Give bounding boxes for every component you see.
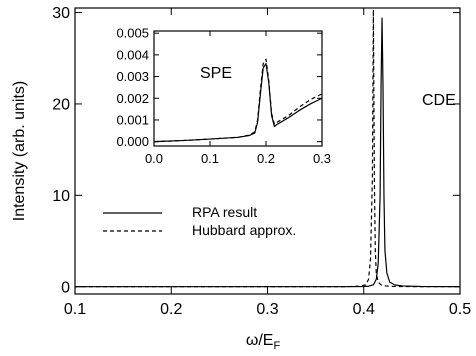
inset-x-tick-label: 0.0: [145, 151, 163, 166]
inset-series-hubbard-approx-line: [153, 58, 323, 143]
main-y-tick-label: 0: [61, 279, 70, 296]
main-y-tick-label: 10: [52, 188, 70, 205]
main-series-rpa-result-line: [75, 17, 461, 288]
inset-x-tick-label: 0.2: [257, 151, 275, 166]
cde-annotation: CDE: [422, 92, 456, 109]
inset-x-tick-label: 0.3: [313, 151, 331, 166]
main-x-tick-label: 0.5: [449, 301, 471, 318]
main-x-tick-label: 0.4: [353, 301, 375, 318]
inset-y-tick-label: 0.005: [116, 26, 149, 41]
inset-y-tick-label: 0.003: [116, 69, 149, 84]
legend-hubbard-label: Hubbard approx.: [192, 222, 296, 238]
main-x-tick-label: 0.3: [256, 301, 278, 318]
inset-plot-frame: [153, 30, 323, 147]
main-y-tick-label: 30: [52, 5, 70, 22]
legend-rpa-label: RPA result: [192, 204, 257, 220]
main-x-tick-label: 0.1: [64, 301, 86, 318]
x-axis-label-subscript: F: [273, 340, 280, 352]
inset-y-tick-label: 0.000: [116, 134, 149, 149]
inset-y-tick-label: 0.001: [116, 113, 149, 128]
inset-chart: 0.0 0.1 0.2 0.3 0.000 0.001 0.002 0.003 0.004 0.0…: [116, 26, 331, 166]
inset-x-tick-label: 0.1: [201, 151, 219, 166]
x-axis-label: ω/EF: [246, 332, 281, 352]
main-series-hubbard-approx-line: [75, 9, 461, 288]
svg-text:ω/EF: ω/EF: [246, 332, 281, 352]
main-series-group: [75, 9, 461, 288]
main-tick-labels: 0.1 0.2 0.3 0.4 0.5 0 10 20 30: [52, 5, 471, 318]
inset-series-group: [153, 58, 323, 143]
main-x-tick-label: 0.2: [160, 301, 182, 318]
main-y-tick-label: 20: [52, 97, 70, 114]
inset-tick-labels: 0.0 0.1 0.2 0.3 0.000 0.001 0.002 0.003 0.004 0.0…: [116, 26, 331, 166]
spe-annotation: SPE: [200, 65, 232, 82]
y-axis-label: Intensity (arb. units): [11, 81, 28, 222]
legend: RPA result Hubbard approx.: [103, 204, 296, 238]
inset-y-tick-label: 0.004: [116, 47, 149, 62]
x-axis-label-main: ω/E: [246, 332, 274, 349]
inset-y-tick-label: 0.002: [116, 91, 149, 106]
